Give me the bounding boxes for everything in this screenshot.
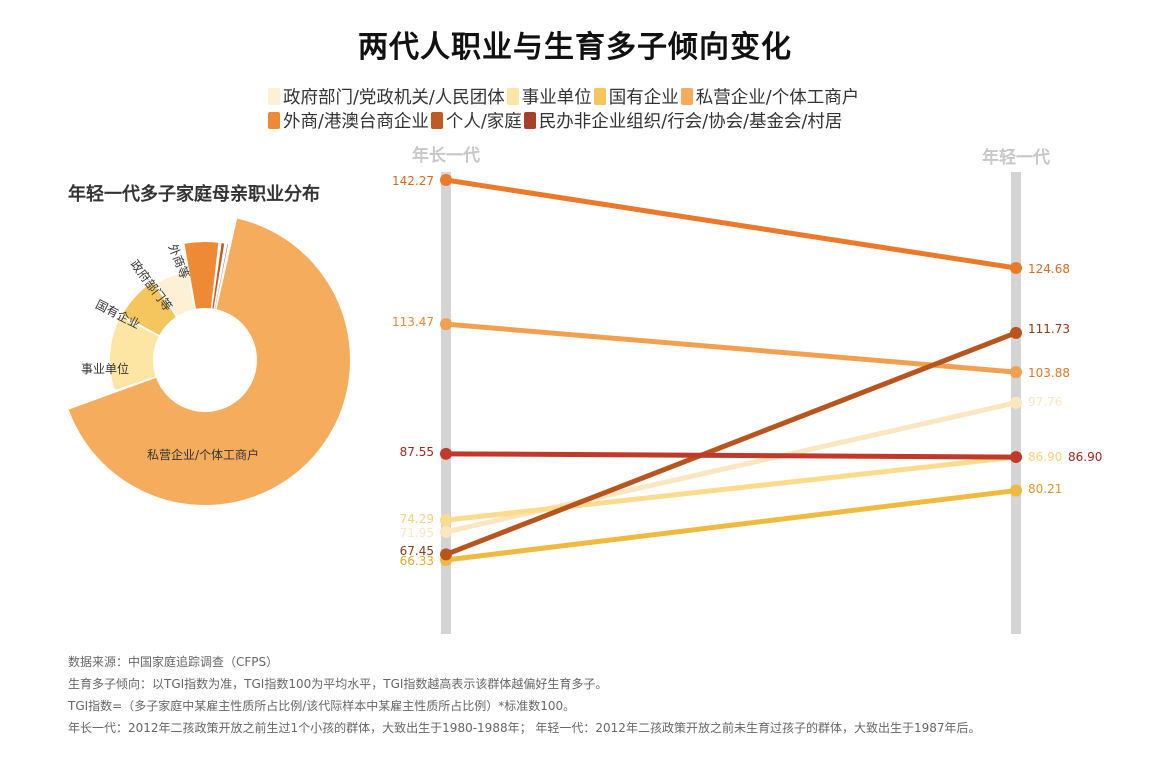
legend-label: 政府部门/党政机关/人民团体: [283, 88, 505, 108]
data-label: 142.27: [392, 174, 434, 188]
series-point: [1010, 262, 1022, 275]
legend-label: 外商/港澳台商企业: [283, 112, 429, 132]
series-point: [1010, 326, 1022, 339]
donut-slice: [156, 271, 195, 317]
footnote-line: 生育多子倾向：以TGI指数为准，TGI指数100为平均水平，TGI指数越高表示该…: [68, 677, 608, 691]
data-label: 111.73: [1028, 322, 1070, 336]
footnote-line: TGI指数=（多子家庭中某雇主性质所占比例/该代际样本中某雇主性质所占比例）*标…: [68, 699, 576, 713]
legend-item: 国有企业: [593, 86, 679, 110]
donut-slice-label: 私营企业/个体工商户: [147, 447, 259, 462]
donut-slice: [212, 243, 225, 309]
donut-slice: [68, 218, 351, 506]
legend-item: 外商/港澳台商企业: [268, 110, 429, 134]
series-point: [1010, 366, 1022, 379]
legend: 政府部门/党政机关/人民团体 事业单位 国有企业 私营企业/个体工商户 外商/港澳台商企…: [268, 86, 968, 134]
donut-slice: [184, 242, 219, 309]
series-point: [440, 174, 452, 186]
series-point: [440, 318, 452, 331]
series-point: [1010, 451, 1022, 464]
data-label: 86.90: [1028, 450, 1062, 464]
data-label: 87.55: [400, 445, 434, 459]
footnotes: 数据来源：中国家庭追踪调查（CFPS） 生育多子倾向：以TGI指数为准，TGI指数…: [68, 651, 980, 739]
legend-swatch: [680, 88, 693, 105]
series-line: [443, 488, 1019, 563]
legend-item: 私营企业/个体工商户: [680, 86, 860, 110]
legend-swatch: [523, 112, 536, 129]
legend-label: 民办非企业组织/行会/协会/基金会/村居: [538, 112, 843, 132]
data-label: 103.88: [1028, 366, 1070, 380]
data-label: 71.95: [400, 526, 434, 540]
legend-row: 政府部门/党政机关/人民团体 事业单位 国有企业 私营企业/个体工商户: [268, 86, 968, 110]
donut-title: 年轻一代多子家庭母亲职业分布: [68, 184, 320, 205]
legend-swatch: [430, 112, 443, 129]
donut-slice: [122, 282, 176, 336]
legend-label: 私营企业/个体工商户: [695, 88, 860, 108]
legend-swatch: [506, 88, 519, 105]
legend-swatch: [268, 88, 280, 105]
data-label: 86.90: [1068, 450, 1102, 464]
donut-slice-label: 事业单位: [81, 361, 129, 376]
series-point: [440, 514, 452, 527]
axis-bar-older: [441, 172, 451, 634]
data-label: 113.47: [392, 315, 434, 329]
data-label: 80.21: [1028, 482, 1062, 496]
donut-slice: [109, 316, 159, 390]
footnote-line: 数据来源：中国家庭追踪调查（CFPS）: [68, 655, 279, 669]
legend-swatch: [593, 88, 606, 105]
series-line: [443, 454, 1019, 523]
legend-row: 外商/港澳台商企业 个人/家庭 民办非企业组织/行会/协会/基金会/村居: [268, 110, 968, 134]
series-point: [1010, 396, 1022, 409]
series-point: [440, 548, 452, 561]
series-point: [440, 447, 452, 460]
series-point: [1010, 484, 1022, 497]
series-line: [443, 451, 1019, 460]
legend-label: 个人/家庭: [445, 112, 522, 132]
series-line: [443, 321, 1019, 375]
series-line: [443, 177, 1019, 271]
legend-item: 个人/家庭: [430, 110, 522, 134]
data-label: 97.76: [1028, 395, 1062, 409]
legend-label: 国有企业: [608, 88, 679, 108]
donut-slice: [214, 244, 228, 309]
series-point: [440, 525, 452, 538]
legend-swatch: [268, 112, 280, 129]
data-label: 74.29: [400, 512, 434, 526]
legend-label: 事业单位: [521, 88, 592, 108]
data-label: 124.68: [1028, 262, 1070, 276]
legend-item: 政府部门/党政机关/人民团体: [268, 86, 505, 110]
axis-label-younger: 年轻一代: [982, 147, 1050, 168]
chart-title: 两代人职业与生育多子倾向变化: [358, 30, 792, 65]
data-label: 66.33: [400, 554, 434, 568]
series-line: [443, 330, 1019, 557]
legend-item: 事业单位: [506, 86, 592, 110]
footnote-line: 年长一代：2012年二孩政策开放之前生过1个小孩的群体，大致出生于1980-19…: [68, 721, 981, 735]
data-label: 67.45: [400, 544, 434, 558]
axis-label-older: 年长一代: [412, 145, 480, 166]
legend-item: 民办非企业组织/行会/协会/基金会/村居: [523, 110, 843, 134]
